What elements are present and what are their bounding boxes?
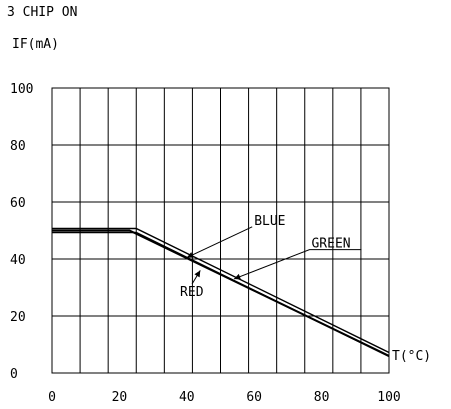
annotation-arrow-red — [194, 270, 201, 278]
annotation-label-red: RED — [180, 285, 204, 300]
x-tick-label: 80 — [314, 390, 330, 405]
annotations: BLUE GREEN RED — [180, 214, 362, 300]
annotation-arrow-blue — [186, 252, 194, 258]
x-tick-label: 40 — [179, 390, 195, 405]
series-line-blue — [52, 227, 390, 354]
y-tick-label: 100 — [10, 82, 33, 97]
annotation-leader-green — [233, 249, 362, 280]
series-lines — [52, 227, 390, 358]
y-tick-label: 20 — [10, 310, 26, 325]
y-tick-label: 80 — [10, 139, 26, 154]
x-tick-label: 0 — [48, 390, 56, 405]
x-tick-label: 100 — [377, 390, 400, 405]
x-axis-label: T(°C) — [392, 349, 431, 364]
y-tick-label: 60 — [10, 196, 26, 211]
chart-header-line1: 3 CHIP ON — [7, 5, 77, 20]
series-line-green — [52, 231, 390, 358]
annotation-leader-blue — [186, 226, 253, 259]
y-tick-label: 40 — [10, 253, 26, 268]
annotation-arrow-green — [233, 273, 241, 280]
y-axis-label: IF(mA) — [12, 37, 59, 52]
x-tick-label: 60 — [246, 390, 262, 405]
x-tick-label: 20 — [112, 390, 128, 405]
tick-labels: 0 20 40 60 80 100 0 20 40 60 80 100 — [10, 82, 401, 405]
y-tick-label: 0 — [10, 367, 18, 382]
annotation-label-green: GREEN — [311, 237, 350, 252]
annotation-label-blue: BLUE — [254, 214, 285, 229]
